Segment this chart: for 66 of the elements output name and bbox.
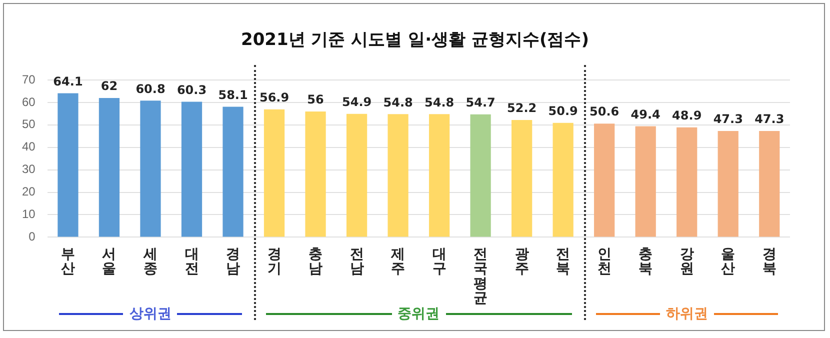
data-label: 64.1: [53, 74, 83, 88]
x-tick-label: 경기: [267, 245, 282, 276]
y-tick-label: 60: [22, 94, 36, 109]
x-tick-label: 전북: [556, 245, 570, 276]
data-label: 54.8: [383, 95, 413, 110]
data-label: 49.4: [630, 107, 660, 122]
x-tick-label: 전남: [350, 245, 364, 276]
x-tick-label: 전국평균: [474, 245, 488, 306]
data-label: 54.9: [342, 95, 372, 110]
bar: [388, 114, 408, 237]
data-label: 58.1: [218, 88, 248, 102]
y-tick-label: 70: [22, 72, 36, 86]
bar: [264, 109, 285, 237]
chart-title: 2021년 기준 시도별 일·생활 균형지수(점수): [240, 29, 590, 51]
y-tick-label: 20: [22, 184, 36, 199]
bar: [98, 98, 120, 237]
x-tick-label: 울산: [721, 245, 736, 276]
bar: [222, 106, 244, 237]
text: 중위권: [398, 305, 440, 323]
bar: [552, 122, 574, 237]
x-tick-label: 경북: [762, 245, 776, 276]
y-tick-label: 50: [22, 117, 36, 132]
data-label: 54.8: [424, 95, 454, 110]
bar: [676, 127, 698, 237]
bar: [305, 111, 326, 237]
data-label: 62: [100, 79, 118, 94]
y-tick-label: 30: [22, 162, 36, 176]
bar: [428, 114, 450, 237]
y-tick-label: 10: [22, 207, 36, 222]
bar: [140, 100, 161, 237]
bar: [470, 114, 491, 237]
data-label: 60.3: [176, 82, 207, 97]
bar: [181, 102, 202, 237]
bar: [346, 114, 368, 237]
x-tick-label: 광주: [514, 245, 529, 276]
data-label: 47.3: [713, 112, 743, 126]
data-label: 50.6: [590, 104, 620, 119]
x-tick-label: 경남: [226, 245, 240, 276]
x-tick-label: 강원: [680, 245, 694, 276]
x-tick-label: 서울: [102, 245, 116, 276]
bar: [759, 130, 780, 237]
text: 상위권: [129, 305, 172, 323]
bar: [594, 124, 615, 237]
x-tick-label: 제주: [390, 245, 406, 276]
y-tick-label: 0: [28, 230, 36, 244]
data-label: 48.9: [672, 108, 702, 123]
x-tick-label: 대구: [432, 245, 446, 276]
data-label: 56.9: [259, 90, 290, 105]
data-label: 47.3: [754, 112, 784, 126]
data-label: 56: [307, 92, 324, 107]
x-tick-label: 대전: [184, 245, 199, 276]
x-tick-label: 충북: [638, 245, 653, 276]
x-tick-label: 부산: [60, 245, 75, 276]
data-label: 60.8: [136, 82, 166, 96]
bar: [718, 130, 738, 237]
data-label: 50.9: [548, 104, 578, 118]
x-tick-label: 충남: [308, 245, 323, 276]
bar: [512, 120, 532, 237]
x-tick-label: 인천: [597, 245, 612, 276]
data-label: 52.2: [507, 101, 537, 116]
x-tick-label: 세종: [142, 245, 158, 276]
bar: [635, 126, 656, 237]
text: 하위권: [666, 305, 708, 323]
y-tick-label: 40: [22, 140, 36, 154]
data-label: 54.7: [466, 95, 496, 110]
bar: [58, 93, 78, 237]
